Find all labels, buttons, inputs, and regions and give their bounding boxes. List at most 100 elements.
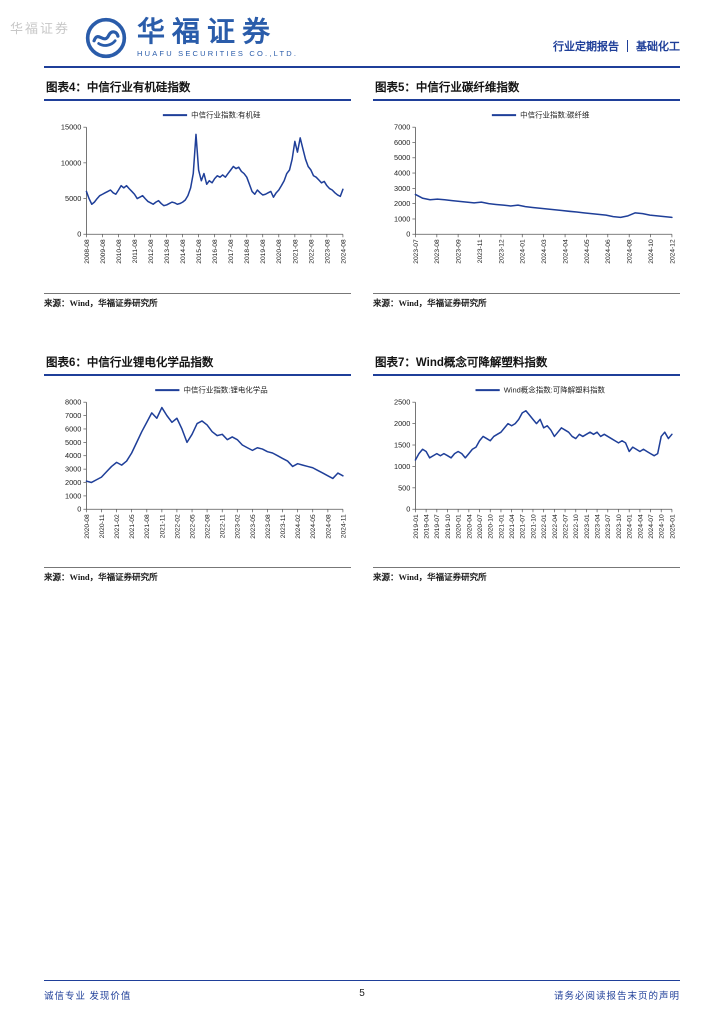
figure-6-source: 来源：Wind，华福证券研究所 bbox=[44, 567, 351, 583]
svg-text:2019-07: 2019-07 bbox=[434, 514, 441, 539]
svg-text:2023-07: 2023-07 bbox=[605, 514, 612, 539]
svg-text:2022-10: 2022-10 bbox=[573, 514, 580, 539]
chart-svg: 0 1000 2000 3000 4000 5000 6000 7000 8000 2020-08… bbox=[65, 384, 347, 539]
huafu-logo-icon bbox=[85, 17, 127, 59]
page-header: 华福证券 HUAFU SECURITIES CO.,LTD. 行业定期报告 基础… bbox=[0, 0, 724, 60]
figure-5-title: 图表5：中信行业碳纤维指数 bbox=[373, 78, 680, 101]
svg-text:5000: 5000 bbox=[65, 437, 81, 446]
svg-text:5000: 5000 bbox=[394, 153, 410, 162]
legend-label: 中信行业指数:碳纤维 bbox=[520, 110, 590, 120]
svg-text:2024-03: 2024-03 bbox=[541, 239, 548, 264]
legend-label: 中信行业指数:有机硅 bbox=[191, 110, 261, 120]
svg-text:2022-07: 2022-07 bbox=[562, 514, 569, 539]
chart-svg: 0 500 1000 1500 2000 2500 2019-01 2019-04 2019-0… bbox=[394, 384, 676, 539]
header-divider bbox=[627, 40, 628, 52]
report-meta: 行业定期报告 基础化工 bbox=[553, 38, 680, 60]
svg-text:0: 0 bbox=[406, 504, 410, 513]
svg-text:1500: 1500 bbox=[394, 440, 410, 449]
svg-text:0: 0 bbox=[77, 504, 81, 513]
svg-text:2018-08: 2018-08 bbox=[244, 239, 251, 264]
legend-label: Wind概念指数:可降解塑料指数 bbox=[504, 384, 606, 394]
header-rule bbox=[44, 66, 680, 68]
svg-text:2017-08: 2017-08 bbox=[228, 239, 235, 264]
svg-text:8000: 8000 bbox=[65, 397, 81, 406]
svg-text:2016-08: 2016-08 bbox=[212, 239, 219, 264]
footer-slogan: 诚信专业 发现价值 bbox=[44, 992, 132, 1002]
svg-text:2020-01: 2020-01 bbox=[456, 514, 463, 539]
svg-text:7000: 7000 bbox=[394, 123, 410, 132]
svg-text:2023-11: 2023-11 bbox=[477, 239, 484, 263]
svg-text:2019-01: 2019-01 bbox=[413, 514, 420, 539]
svg-text:2020-04: 2020-04 bbox=[466, 514, 473, 539]
svg-text:3000: 3000 bbox=[394, 184, 410, 193]
carbon-fiber-index-line-chart: 0 1000 2000 3000 4000 5000 6000 7000 2023-07 2023… bbox=[373, 107, 680, 281]
svg-text:2023-09: 2023-09 bbox=[456, 239, 463, 264]
svg-text:1000: 1000 bbox=[394, 462, 410, 471]
organosilicon-index-line-chart: 0 5000 10000 15000 2008-08 2009-08 2010-08 2011… bbox=[44, 107, 351, 281]
svg-text:2024-08: 2024-08 bbox=[325, 514, 332, 539]
svg-text:2008-08: 2008-08 bbox=[84, 239, 91, 264]
svg-text:2021-05: 2021-05 bbox=[129, 514, 136, 539]
lithium-battery-chemicals-index-line-chart: 0 1000 2000 3000 4000 5000 6000 7000 8000 2020-08… bbox=[44, 382, 351, 556]
logo: 华福证券 HUAFU SECURITIES CO.,LTD. bbox=[84, 16, 298, 60]
svg-text:2025-01: 2025-01 bbox=[669, 514, 676, 539]
watermark: 华福证券 bbox=[10, 21, 71, 36]
svg-text:0: 0 bbox=[406, 230, 410, 239]
svg-text:2023-08: 2023-08 bbox=[265, 514, 272, 539]
chart-svg: 0 5000 10000 15000 2008-08 2009-08 2010-08 2011… bbox=[61, 110, 347, 264]
figure-6-title: 图表6：中信行业锂电化学品指数 bbox=[44, 353, 351, 376]
footer-row: 诚信专业 发现价值 5 请务必阅读报告末页的声明 bbox=[44, 988, 680, 1002]
logo-text: 华福证券 HUAFU SECURITIES CO.,LTD. bbox=[137, 16, 299, 59]
figure-7-title: 图表7：Wind概念可降解塑料指数 bbox=[373, 353, 680, 376]
figure-7: 图表7：Wind概念可降解塑料指数 0 500 1000 1500 2000 2500 20… bbox=[373, 353, 680, 584]
svg-text:2023-07: 2023-07 bbox=[413, 239, 420, 264]
svg-text:2019-08: 2019-08 bbox=[260, 239, 267, 264]
figure-7-source: 来源：Wind，华福证券研究所 bbox=[373, 567, 680, 583]
svg-text:2022-01: 2022-01 bbox=[541, 514, 548, 539]
svg-text:2009-08: 2009-08 bbox=[100, 239, 107, 264]
figure-5-source: 来源：Wind，华福证券研究所 bbox=[373, 292, 680, 309]
svg-text:500: 500 bbox=[398, 483, 410, 492]
svg-text:2023-12: 2023-12 bbox=[498, 239, 505, 264]
svg-text:2500: 2500 bbox=[394, 397, 410, 406]
svg-text:7000: 7000 bbox=[65, 411, 81, 420]
svg-text:2021-10: 2021-10 bbox=[530, 514, 537, 539]
svg-text:2022-05: 2022-05 bbox=[189, 514, 196, 539]
page-footer: 诚信专业 发现价值 5 请务必阅读报告末页的声明 bbox=[44, 980, 680, 1002]
svg-text:2012-08: 2012-08 bbox=[148, 239, 155, 264]
svg-text:2024-08: 2024-08 bbox=[340, 239, 347, 264]
report-type-label: 行业定期报告 bbox=[553, 41, 619, 53]
svg-text:2021-04: 2021-04 bbox=[509, 514, 516, 539]
svg-text:2000: 2000 bbox=[65, 478, 81, 487]
svg-text:2020-08: 2020-08 bbox=[276, 239, 283, 264]
svg-text:2000: 2000 bbox=[394, 199, 410, 208]
svg-text:2024-05: 2024-05 bbox=[310, 514, 317, 539]
svg-text:4000: 4000 bbox=[394, 168, 410, 177]
svg-text:2024-08: 2024-08 bbox=[627, 239, 634, 264]
svg-text:2014-08: 2014-08 bbox=[180, 239, 187, 264]
svg-text:2015-08: 2015-08 bbox=[196, 239, 203, 264]
svg-text:2011-08: 2011-08 bbox=[132, 239, 139, 263]
svg-text:15000: 15000 bbox=[61, 123, 81, 132]
svg-text:2022-08: 2022-08 bbox=[205, 514, 212, 539]
svg-text:3000: 3000 bbox=[65, 464, 81, 473]
logo-name: 华福证券 bbox=[137, 16, 278, 48]
svg-text:2023-10: 2023-10 bbox=[616, 514, 623, 539]
page-number: 5 bbox=[359, 988, 365, 999]
legend-label: 中信行业指数:锂电化学品 bbox=[183, 384, 267, 394]
svg-text:2023-08: 2023-08 bbox=[324, 239, 331, 264]
svg-text:2022-04: 2022-04 bbox=[552, 514, 559, 539]
svg-text:2019-04: 2019-04 bbox=[424, 514, 431, 539]
svg-text:2022-02: 2022-02 bbox=[174, 514, 181, 539]
svg-text:2000: 2000 bbox=[394, 419, 410, 428]
svg-text:2020-08: 2020-08 bbox=[84, 514, 91, 539]
logo-subtitle: HUAFU SECURITIES CO.,LTD. bbox=[137, 49, 299, 59]
svg-text:10000: 10000 bbox=[61, 158, 81, 167]
svg-text:2021-08: 2021-08 bbox=[292, 239, 299, 264]
svg-text:4000: 4000 bbox=[65, 451, 81, 460]
svg-text:2022-11: 2022-11 bbox=[220, 514, 227, 538]
svg-text:2024-12: 2024-12 bbox=[669, 239, 676, 264]
svg-text:2024-04: 2024-04 bbox=[562, 239, 569, 264]
svg-text:1000: 1000 bbox=[394, 214, 410, 223]
